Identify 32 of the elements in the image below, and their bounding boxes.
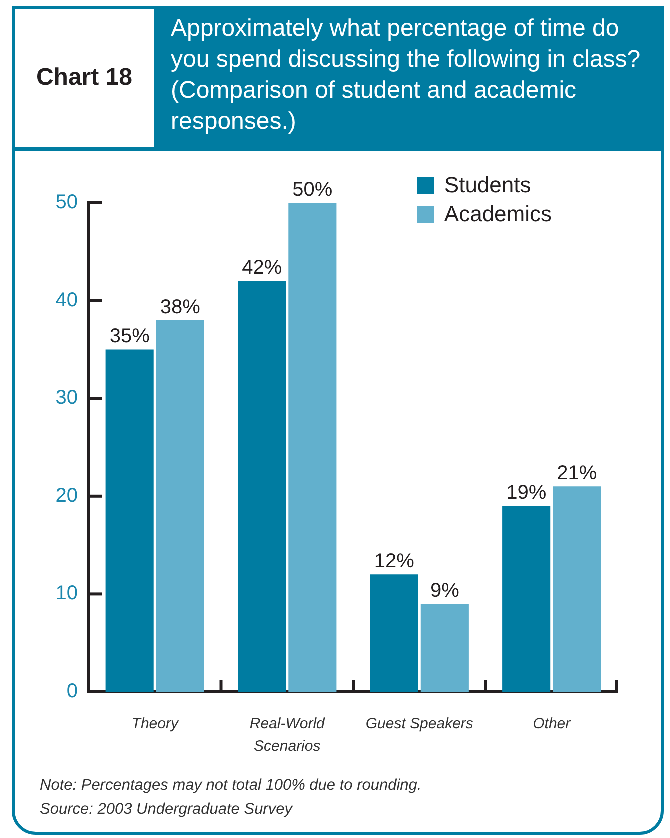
y-tick-label: 50 — [56, 192, 78, 214]
legend-label: Academics — [444, 202, 552, 227]
chart-title: Chart 18 — [36, 64, 133, 92]
legend-label: Students — [444, 172, 532, 198]
x-tick-label: Guest Speakers — [366, 715, 474, 732]
bar — [420, 604, 469, 692]
bar — [156, 320, 204, 692]
source-note: Source: 2003 Undergraduate Survey — [40, 800, 294, 820]
data-label: 21% — [557, 462, 598, 485]
text: Note: Percentages may not total 100% due to rounding. — [40, 776, 423, 796]
y-tick-label: 20 — [56, 484, 78, 507]
chart-subtitle: Approximately what percentage of time do you spend discussing the following in class? (Comparison of student and academic responses.) — [171, 14, 642, 137]
bar — [502, 506, 551, 692]
y-tick-label: 10 — [56, 582, 78, 605]
data-label: 42% — [242, 257, 282, 280]
y-tick-label: 30 — [56, 387, 78, 410]
bar — [238, 281, 286, 692]
data-label: 50% — [292, 179, 333, 201]
bar — [288, 203, 337, 692]
x-tick-label: Theory — [132, 715, 180, 732]
x-tick-label: Real-World Scenarios — [250, 715, 326, 755]
x-tick-label: Other — [533, 715, 572, 732]
bar — [370, 574, 418, 692]
y-tick-label: 40 — [56, 289, 78, 312]
bar — [553, 486, 602, 692]
y-tick-label: 0 — [66, 680, 78, 703]
data-label: 38% — [160, 296, 201, 318]
data-label: 19% — [506, 482, 547, 504]
data-label: 35% — [110, 326, 150, 348]
data-label: 9% — [430, 580, 460, 602]
data-label: 12% — [374, 550, 415, 573]
bar — [106, 350, 154, 692]
